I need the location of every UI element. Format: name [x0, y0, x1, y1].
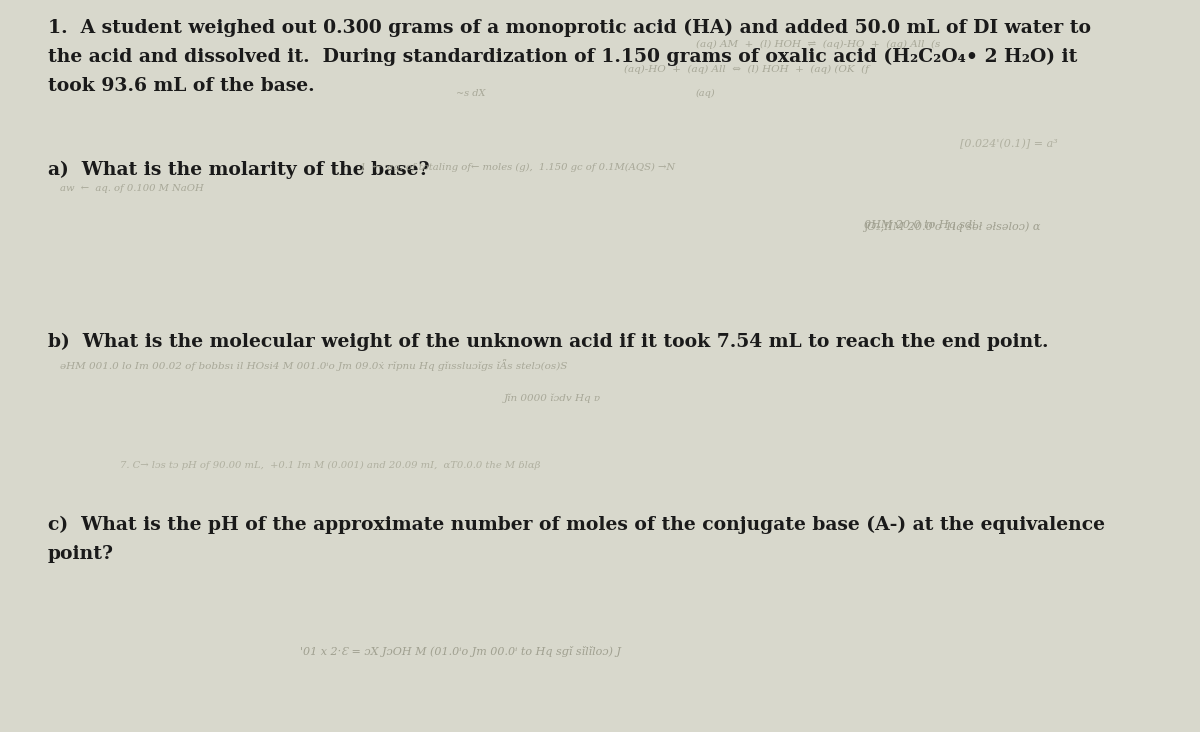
Text: 1.  A student weighed out 0.300 grams of a monoprotic acid (HA) and added 50.0 m: 1. A student weighed out 0.300 grams of …	[48, 18, 1091, 37]
Text: (aq)-HO  +  (aq) All  ⇔  (l) HOH  +  (aq) (OK  (f: (aq)-HO + (aq) All ⇔ (l) HOH + (aq) (OK …	[624, 64, 869, 73]
Text: (aq): (aq)	[696, 89, 715, 98]
Text: b)  What is the molecular weight of the unknown acid if it took 7.54 mL to reach: b) What is the molecular weight of the u…	[48, 333, 1049, 351]
Text: aw  ←  aq. of 0.100 M NaOH: aw ← aq. of 0.100 M NaOH	[60, 184, 204, 193]
Text: 7. C→ lɔs tɔ pH of 90.00 mL,  +0.1 Im M (0.001) and 20.09 mI,  αT0.0.0 the M ɓlɑ: 7. C→ lɔs tɔ pH of 90.00 mL, +0.1 Im M (…	[120, 461, 540, 470]
Text: a)  What is the molarity of the base?: a) What is the molarity of the base?	[48, 161, 430, 179]
Text: Jǐn 0000 ǐɔdv Hq ɐ: Jǐn 0000 ǐɔdv Hq ɐ	[504, 394, 601, 403]
Text: ~s dX: ~s dX	[456, 89, 486, 98]
Text: ǝHM 001.0 lo Im 00.02 of bobbsı il HOsi4 M 001.0ⁱo Jm 09.0ẋ rǐpnu Hq ɡǐıssluɔǐɡs: ǝHM 001.0 lo Im 00.02 of bobbsı il HOsi4…	[60, 359, 568, 370]
Text: point?: point?	[48, 545, 114, 564]
Text: ʃO₂,IIṀ 20.0ⁱo 1ıq səł əłsəloɔ) ɑ: ʃO₂,IIṀ 20.0ⁱo 1ıq səł əłsəloɔ) ɑ	[864, 220, 1040, 231]
Text: '01 x 2·Ɛ = ɔX JɔOH M (01.0ⁱo Jm 00.0ⁱ to Hq sɡǐ sǐlǐloɔ) J: '01 x 2·Ɛ = ɔX JɔOH M (01.0ⁱo Jm 00.0ⁱ t…	[300, 646, 622, 657]
Text: 0HM 20.0 to Hq sdi: 0HM 20.0 to Hq sdi	[864, 220, 976, 230]
Text: c)  What is the pH of the approximate number of moles of the conjugate base (A-): c) What is the pH of the approximate num…	[48, 516, 1105, 534]
Text: took 93.6 mL of the base.: took 93.6 mL of the base.	[48, 77, 314, 95]
Text: [0.024'(0.1)] = a³: [0.024'(0.1)] = a³	[960, 139, 1057, 149]
Text: 1  ←  aq. of totaling of← moles (g),  1.150 gc of 0.1M(AQS) →N: 1 ← aq. of totaling of← moles (g), 1.150…	[360, 163, 676, 171]
Text: the acid and dissolved it.  During standardization of 1.150 grams of oxalic acid: the acid and dissolved it. During standa…	[48, 48, 1078, 66]
Text: (aq) AM  +  (l) HOH  ⇌  (aq)-HO  +  (aq) All  (s: (aq) AM + (l) HOH ⇌ (aq)-HO + (aq) All (…	[696, 40, 941, 49]
